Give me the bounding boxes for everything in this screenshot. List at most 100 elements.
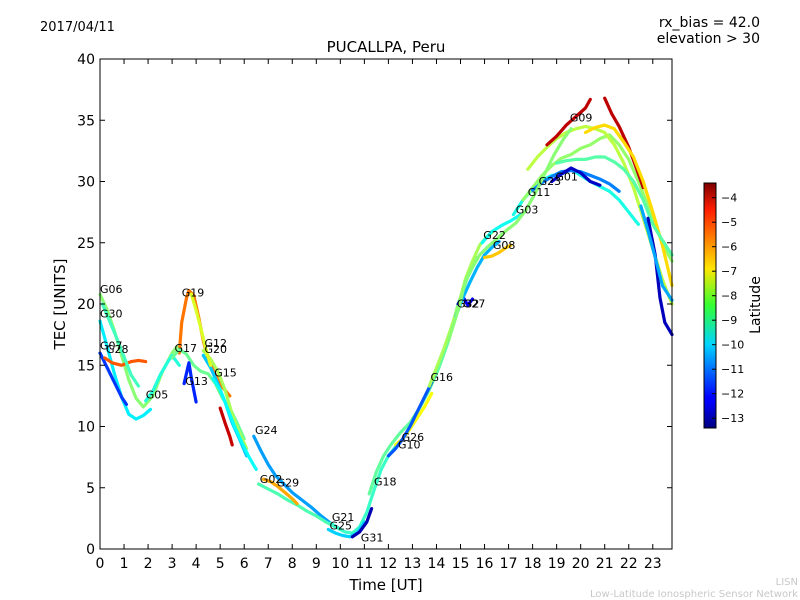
x-tick-label: 10: [331, 556, 349, 572]
series-line-g21: [329, 442, 400, 535]
series-label-g16: G16: [431, 371, 454, 384]
colorbar-label: Latitude: [748, 276, 764, 334]
y-tick-label: 40: [77, 52, 95, 68]
series-line-g08: [482, 243, 513, 259]
x-tick-label: 18: [524, 556, 542, 572]
x-tick-label: 11: [355, 556, 373, 572]
chart-title: PUCALLPA, Peru: [327, 38, 446, 56]
y-tick-label: 15: [77, 358, 95, 374]
series-line-g31: [350, 507, 374, 539]
y-tick-label: 5: [86, 481, 95, 497]
x-tick-label: 1: [120, 556, 129, 572]
x-tick-label: 6: [240, 556, 249, 572]
series-line-g01: [550, 166, 602, 187]
series-line-g30: [98, 319, 153, 421]
x-tick-label: 23: [644, 556, 662, 572]
colorbar: −4 −5 −6 −7 −8 −9 −10 −11 −12 −13: [703, 182, 744, 429]
x-tick-label: 17: [500, 556, 518, 572]
series-line-unlabeled-39: [446, 127, 573, 343]
x-tick-label: 4: [192, 556, 201, 572]
colorbar-tick-label: −8: [721, 290, 737, 303]
series-label-g10: G10: [398, 439, 421, 452]
colorbar-tick-label: −10: [721, 339, 744, 352]
colorbar-tick-label: −13: [721, 412, 744, 425]
series-line-unlabeled-35: [639, 204, 674, 302]
series-label-g25: G25: [330, 519, 353, 532]
series-label-g19: G19: [182, 287, 205, 300]
series-label-g23: G23: [539, 175, 562, 188]
colorbar-tick-label: −4: [721, 192, 737, 205]
series-line-g12: [201, 349, 249, 451]
y-tick-label: 0: [86, 542, 95, 558]
series-label-g26: G26: [402, 431, 425, 444]
series-label-g02: G02: [260, 473, 283, 486]
series-line-unlabeled-37: [100, 302, 141, 388]
x-tick-label: 5: [216, 556, 225, 572]
series-line-g13: [182, 361, 198, 404]
network-watermark: Low-Latitude Ionospheric Sensor Network: [590, 589, 798, 600]
series-label-layer: G06G30G07G28G05G19G17G13G12G20G15G24G02G…: [100, 112, 592, 545]
x-tick-label: 3: [168, 556, 177, 572]
rx-bias-text: rx_bias = 42.0: [659, 15, 760, 31]
series-label-g20: G20: [205, 343, 228, 356]
series-label-g05: G05: [146, 388, 169, 401]
x-tick-label: 21: [596, 556, 614, 572]
series-label-g08: G08: [493, 239, 516, 252]
x-tick-label: 20: [572, 556, 590, 572]
series-line-g27: [454, 239, 501, 318]
colorbar-tick-label: −11: [721, 363, 744, 376]
x-tick-label: 8: [288, 556, 297, 572]
series-label-g01: G01: [555, 170, 578, 183]
colorbar-tick-label: −12: [721, 388, 744, 401]
series-label-g09: G09: [570, 112, 593, 125]
x-tick-label: 7: [264, 556, 273, 572]
x-tick-label: 9: [312, 556, 321, 572]
y-tick-label: 35: [77, 113, 95, 129]
series-line-g07: [98, 351, 128, 406]
y-tick-label: 25: [77, 236, 95, 252]
colorbar-tick-label: −5: [721, 216, 737, 229]
x-tick-label: 19: [548, 556, 566, 572]
series-line-unlabeled-33: [555, 155, 674, 257]
series-label-g15: G15: [214, 366, 237, 379]
x-tick-label: 16: [476, 556, 494, 572]
series-line-g02: [257, 482, 338, 529]
lisn-watermark: LISN: [776, 577, 798, 588]
series-label-g13: G13: [185, 375, 208, 388]
colorbar-tick-label: −6: [721, 241, 737, 254]
series-label-g31: G31: [361, 532, 384, 545]
series-label-g27: G27: [463, 298, 486, 311]
series-label-g29: G29: [277, 477, 300, 490]
series-label-g06: G06: [100, 283, 123, 296]
series-label-g24: G24: [255, 424, 278, 437]
series-label-g07: G07: [100, 339, 123, 352]
series-line-unlabeled-30: [545, 97, 592, 147]
x-tick-label: 13: [404, 556, 422, 572]
series-label-g32: G32: [457, 298, 480, 311]
series-label-g12: G12: [205, 337, 228, 350]
series-line-g10: [386, 380, 434, 458]
x-tick-label: 2: [144, 556, 153, 572]
series-line-unlabeled-36: [218, 406, 234, 447]
series-label-g22: G22: [483, 229, 506, 242]
x-tick-label: 22: [620, 556, 638, 572]
y-axis-label: TEC [UNITS]: [51, 259, 69, 351]
series-label-g30: G30: [100, 308, 123, 321]
y-tick-label: 10: [77, 420, 95, 436]
x-tick-label: 0: [96, 556, 105, 572]
x-axis-label: Time [UT]: [348, 576, 422, 594]
series-line-unlabeled-38: [189, 292, 213, 367]
date-text: 2017/04/11: [40, 20, 115, 35]
series-line-unlabeled-32: [583, 123, 674, 288]
series-line-g29: [261, 477, 299, 506]
series-layer: [98, 96, 674, 539]
series-label-g21: G21: [332, 511, 355, 524]
colorbar-tick-label: −7: [721, 265, 737, 278]
series-line-g24: [252, 434, 342, 531]
series-label-g17: G17: [175, 342, 198, 355]
series-line-g15: [211, 377, 258, 471]
y-tick-label: 30: [77, 175, 95, 191]
series-line-g22: [480, 213, 523, 245]
axes: 0 1 2 3 4 5 6 7 8 9 10 11 12 13 14 15 16 17 18 19 20 21 22 2305…: [77, 52, 673, 572]
